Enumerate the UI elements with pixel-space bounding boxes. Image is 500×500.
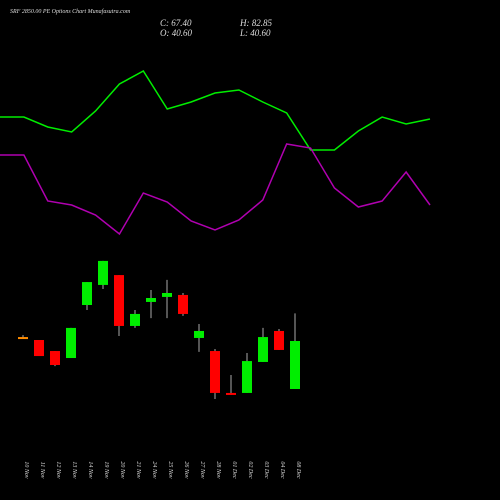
x-tick-label: 13 Nov xyxy=(71,461,77,479)
indicator-line xyxy=(0,70,431,151)
x-tick-label: 26 Nov xyxy=(183,461,189,479)
candle-body xyxy=(130,313,140,326)
candle-body xyxy=(50,351,60,366)
x-tick-label: 27 Nov xyxy=(199,461,205,479)
candle-body xyxy=(82,282,92,305)
x-tick-label: 04 Dec xyxy=(279,461,286,478)
candle-body xyxy=(18,337,28,340)
x-tick-label: 25 Nov xyxy=(167,461,173,479)
candle-body xyxy=(210,351,220,393)
x-tick-label: 19 Nov xyxy=(103,461,109,479)
candle-body xyxy=(242,361,252,393)
candle-body xyxy=(34,339,44,357)
candle-body xyxy=(146,298,156,302)
x-tick-label: 01 Dec xyxy=(231,461,237,478)
candle-body xyxy=(226,392,236,395)
candle-body xyxy=(274,330,284,350)
candle-body xyxy=(290,341,300,390)
x-tick-label: 12 Nov xyxy=(55,461,61,479)
header-low: L: 40.60 xyxy=(239,28,271,38)
x-tick-label: 14 Nov xyxy=(87,461,94,479)
candle-body xyxy=(98,260,108,285)
indicator-line xyxy=(0,143,431,236)
candle-body xyxy=(114,275,124,326)
x-tick-label: 28 Nov xyxy=(215,461,221,479)
candle-body xyxy=(258,337,268,362)
x-tick-label: 24 Nov xyxy=(151,461,158,479)
x-tick-label: 10 Nov xyxy=(23,461,29,479)
x-tick-label: 03 Dec xyxy=(263,461,269,478)
x-tick-label: 11 Nov xyxy=(39,462,45,479)
x-tick-label: 08 Dec xyxy=(295,461,301,478)
header-open: O: 40.60 xyxy=(160,28,192,38)
candle-body xyxy=(162,292,172,297)
x-tick-label: 20 Nov xyxy=(119,461,125,479)
x-tick-label: 21 Nov xyxy=(135,461,141,479)
header-high: H: 82.85 xyxy=(239,18,272,28)
candle-body xyxy=(178,294,188,314)
candle-body xyxy=(66,327,76,359)
x-tick-label: 02 Dec xyxy=(247,461,253,478)
header-close: C: 67.40 xyxy=(160,18,192,28)
chart-title: SRF 2850.00 PE Options Chart Munafasutra… xyxy=(10,8,131,15)
candle-body xyxy=(194,330,204,338)
